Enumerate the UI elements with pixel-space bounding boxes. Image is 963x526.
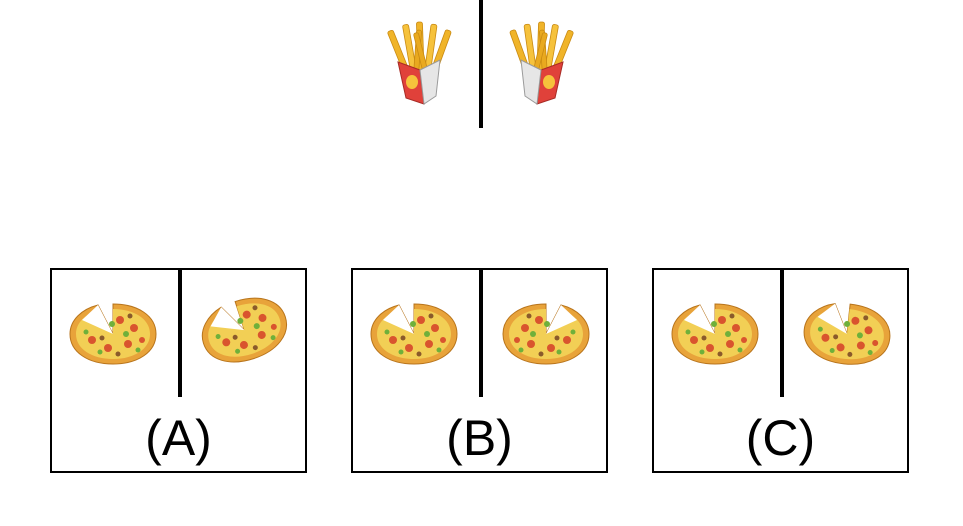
pizza-icon (200, 296, 290, 368)
french-fries-icon (509, 21, 575, 105)
option-b[interactable]: (B) (351, 268, 608, 473)
mirror-line (780, 270, 784, 397)
option-label: (A) (145, 410, 212, 466)
option-label: (B) (446, 410, 513, 466)
pizza-icon (502, 303, 590, 365)
pizza-icon (671, 303, 759, 365)
mirror-line (479, 270, 483, 397)
option-a[interactable]: (A) (50, 268, 307, 473)
option-label: (C) (745, 410, 816, 466)
pizza-icon (802, 299, 892, 368)
mirror-line (479, 0, 483, 128)
option-c[interactable]: (C) (652, 268, 909, 473)
pizza-icon (370, 303, 458, 365)
french-fries-icon (386, 21, 452, 105)
mirror-line (178, 270, 182, 397)
pizza-icon (69, 303, 157, 365)
